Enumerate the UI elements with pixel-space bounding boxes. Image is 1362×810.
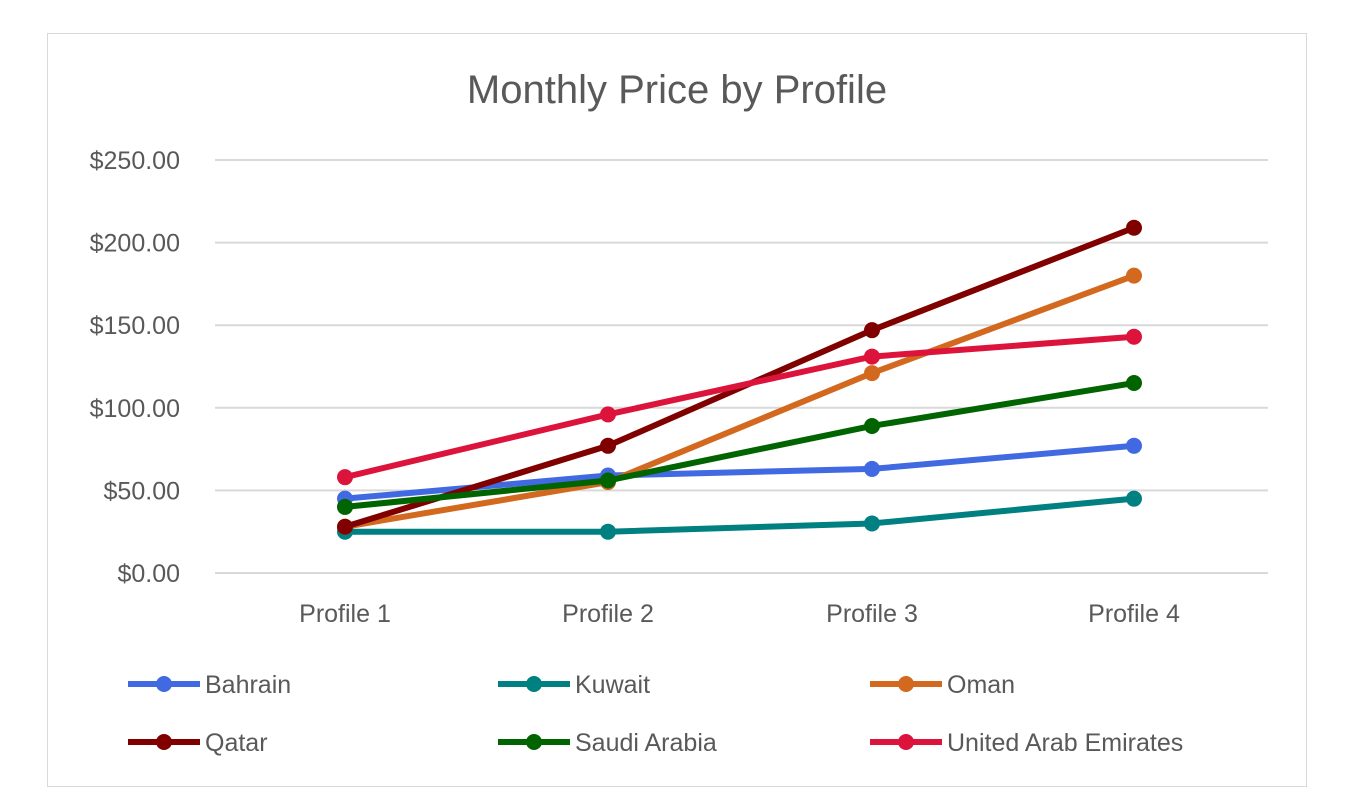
x-tick-label: Profile 2 [562, 600, 654, 628]
series-line [344, 272, 1136, 530]
series-saudi-arabia [337, 375, 1142, 515]
data-point [864, 348, 880, 365]
data-point [600, 523, 616, 540]
data-point [1126, 219, 1142, 236]
series-line [344, 333, 1135, 481]
data-point [1126, 267, 1142, 284]
legend-item: United Arab Emirates [870, 729, 1183, 757]
chart-frame [47, 33, 1307, 787]
series-line [344, 380, 1135, 510]
legend-item: Oman [870, 671, 1015, 699]
data-point [864, 322, 880, 339]
y-tick-label: $50.00 [104, 477, 180, 505]
legend-item: Saudi Arabia [498, 729, 717, 757]
legend-label: United Arab Emirates [947, 729, 1183, 757]
x-tick-label: Profile 4 [1088, 600, 1180, 628]
legend-marker [156, 734, 172, 750]
legend-marker [526, 676, 542, 692]
legend-label: Kuwait [575, 671, 650, 699]
data-point [337, 518, 353, 535]
data-point [1126, 375, 1142, 392]
y-tick-label: $0.00 [117, 560, 180, 588]
x-tick-label: Profile 1 [299, 600, 391, 628]
data-point [600, 406, 616, 423]
data-point [1126, 328, 1142, 345]
data-point [864, 417, 880, 434]
data-point [337, 498, 353, 515]
legend-label: Bahrain [205, 671, 291, 699]
y-tick-label: $100.00 [90, 395, 180, 423]
legend-item: Bahrain [128, 671, 291, 699]
legend-marker [898, 734, 914, 750]
legend-marker [526, 734, 542, 750]
legend-label: Oman [947, 671, 1015, 699]
legend-item: Qatar [128, 729, 268, 757]
data-point [864, 460, 880, 477]
data-point [864, 365, 880, 382]
chart-title: Monthly Price by Profile [467, 68, 887, 112]
x-tick-label: Profile 3 [826, 600, 918, 628]
data-point [864, 515, 880, 532]
data-point [337, 469, 353, 486]
y-tick-label: $250.00 [90, 147, 180, 175]
legend-label: Qatar [205, 729, 268, 757]
data-point [1126, 490, 1142, 507]
data-point [600, 472, 616, 489]
y-tick-label: $150.00 [90, 312, 180, 340]
legend-marker [898, 676, 914, 692]
legend-label: Saudi Arabia [575, 729, 717, 757]
series-line [344, 224, 1136, 530]
legend-item: Kuwait [498, 671, 650, 699]
series-united-arab-emirates [337, 328, 1142, 486]
legend-marker [156, 676, 172, 692]
y-tick-label: $200.00 [90, 230, 180, 258]
series-line [345, 495, 1135, 535]
data-point [1126, 437, 1142, 454]
data-point [600, 437, 616, 454]
